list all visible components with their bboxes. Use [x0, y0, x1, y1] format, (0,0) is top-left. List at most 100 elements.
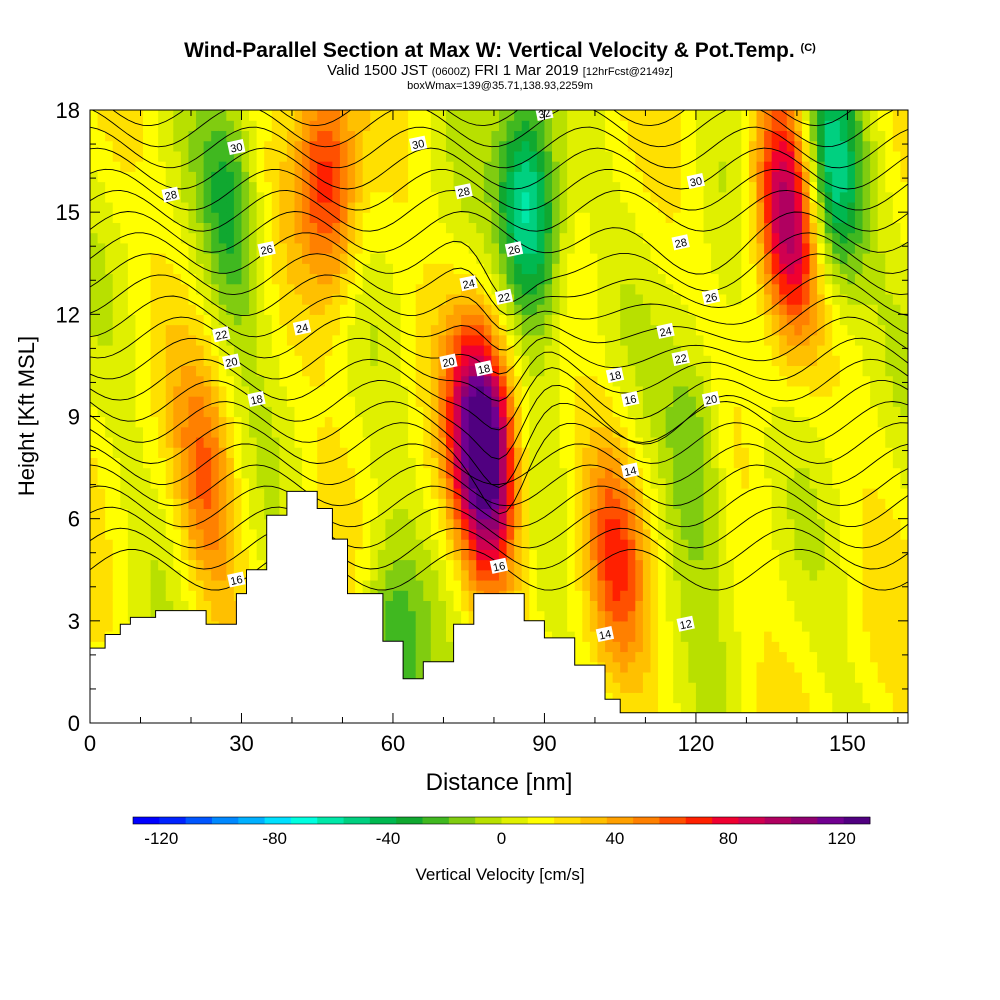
- velocity-cell: [317, 263, 326, 275]
- velocity-cell: [105, 293, 114, 305]
- velocity-cell: [483, 171, 493, 183]
- velocity-cell: [400, 498, 409, 510]
- velocity-cell: [90, 590, 99, 601]
- velocity-cell: [400, 171, 409, 183]
- velocity-cell: [249, 273, 258, 285]
- velocity-cell: [143, 528, 152, 540]
- velocity-cell: [158, 518, 167, 530]
- velocity-cell: [620, 671, 629, 683]
- velocity-cell: [612, 110, 621, 121]
- velocity-cell: [158, 324, 167, 336]
- velocity-cell: [506, 161, 515, 172]
- velocity-cell: [256, 212, 265, 223]
- velocity-cell: [400, 467, 409, 479]
- velocity-cell: [491, 416, 500, 428]
- velocity-cell: [529, 579, 538, 591]
- velocity-cell: [711, 232, 720, 244]
- velocity-cell: [286, 242, 296, 254]
- velocity-cell: [680, 253, 689, 264]
- velocity-cell: [355, 171, 364, 183]
- velocity-cell: [112, 171, 121, 183]
- velocity-cell: [529, 457, 538, 469]
- velocity-cell: [105, 569, 114, 581]
- velocity-cell: [173, 375, 182, 387]
- velocity-cell: [514, 436, 523, 448]
- velocity-cell: [211, 304, 220, 315]
- velocity-cell: [620, 212, 629, 223]
- velocity-cell: [339, 232, 349, 244]
- velocity-cell: [135, 365, 144, 377]
- velocity-cell: [143, 549, 152, 561]
- velocity-cell: [105, 620, 114, 632]
- velocity-cell: [105, 549, 114, 561]
- velocity-cell: [491, 324, 500, 336]
- velocity-cell: [135, 457, 144, 469]
- velocity-cell: [415, 641, 424, 653]
- velocity-cell: [552, 620, 561, 632]
- velocity-cell: [135, 518, 144, 530]
- velocity-cell: [127, 293, 137, 305]
- velocity-cell: [279, 467, 288, 479]
- velocity-cell: [445, 304, 455, 315]
- velocity-cell: [461, 559, 470, 571]
- velocity-cell: [491, 334, 500, 346]
- velocity-cell: [256, 263, 265, 275]
- velocity-cell: [605, 385, 614, 397]
- velocity-cell: [385, 457, 394, 469]
- velocity-cell: [559, 416, 568, 428]
- velocity-cell: [688, 263, 697, 275]
- velocity-cell: [120, 600, 129, 612]
- velocity-cell: [135, 212, 144, 223]
- velocity-cell: [695, 620, 705, 632]
- velocity-cell: [514, 304, 523, 315]
- velocity-cell: [703, 702, 712, 714]
- velocity-cell: [430, 161, 439, 172]
- velocity-cell: [135, 304, 144, 315]
- velocity-cell: [180, 365, 190, 377]
- velocity-cell: [506, 457, 515, 469]
- velocity-cell: [612, 436, 621, 448]
- velocity-cell: [241, 498, 250, 510]
- velocity-cell: [612, 600, 621, 612]
- velocity-cell: [665, 477, 674, 489]
- velocity-cell: [514, 447, 523, 458]
- velocity-cell: [196, 355, 205, 367]
- velocity-cell: [392, 273, 402, 285]
- velocity-cell: [271, 344, 280, 356]
- velocity-cell: [97, 161, 106, 172]
- velocity-cell: [476, 334, 485, 346]
- velocity-cell: [483, 344, 493, 356]
- velocity-cell: [264, 355, 273, 367]
- velocity-cell: [597, 385, 606, 397]
- velocity-cell: [695, 671, 705, 683]
- velocity-cell: [665, 447, 674, 458]
- velocity-cell: [627, 406, 636, 418]
- velocity-cell: [256, 110, 265, 121]
- velocity-cell: [127, 416, 137, 428]
- velocity-cell: [150, 518, 159, 530]
- velocity-cell: [362, 396, 371, 407]
- velocity-cell: [180, 181, 190, 193]
- velocity-cell: [415, 549, 424, 561]
- velocity-cell: [559, 222, 568, 234]
- velocity-cell: [302, 181, 311, 193]
- velocity-cell: [438, 232, 447, 244]
- velocity-cell: [408, 641, 417, 653]
- velocity-cell: [461, 508, 470, 520]
- velocity-cell: [552, 222, 561, 234]
- velocity-cell: [127, 334, 137, 346]
- velocity-cell: [703, 641, 712, 653]
- velocity-cell: [605, 569, 614, 581]
- velocity-cell: [430, 498, 439, 510]
- velocity-cell: [642, 314, 652, 326]
- velocity-cell: [461, 549, 470, 561]
- velocity-cell: [362, 273, 371, 285]
- velocity-cell: [188, 426, 197, 438]
- velocity-cell: [392, 110, 402, 121]
- velocity-cell: [355, 457, 364, 469]
- velocity-cell: [347, 416, 356, 428]
- velocity-cell: [642, 682, 652, 693]
- velocity-cell: [135, 385, 144, 397]
- velocity-cell: [218, 120, 227, 132]
- velocity-cell: [370, 355, 379, 367]
